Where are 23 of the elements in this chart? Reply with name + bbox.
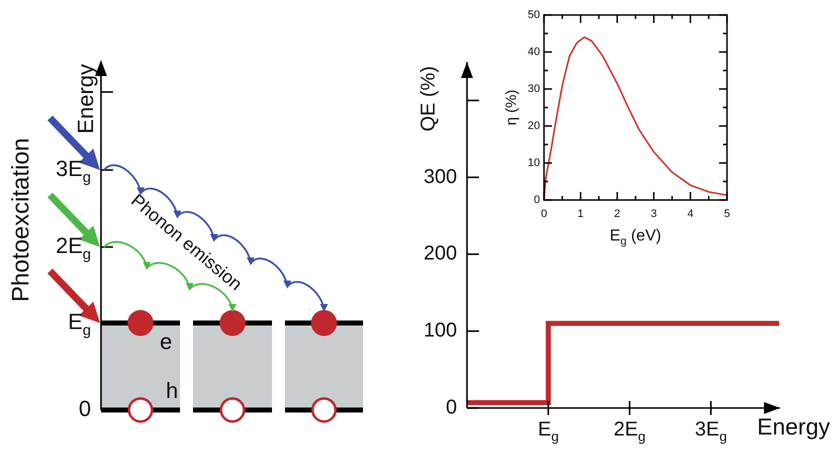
x-tick-label: 5 [724, 208, 730, 220]
y-tick-label: 20 [528, 120, 540, 132]
y-tick-label: 50 [528, 9, 540, 22]
x-tick-label: 2 [614, 208, 620, 220]
text: h [166, 378, 178, 404]
y-axis-title: QE (%) [418, 66, 440, 132]
text: Photoexcitation [8, 138, 35, 302]
y-axis-title: η (%) [503, 90, 520, 126]
y-tick-label: 300 [424, 166, 458, 188]
text: Energy [73, 64, 98, 134]
y-tick-label: 40 [528, 46, 540, 58]
x-axis-title: Energy [757, 413, 830, 440]
y-tick-label: 10 [528, 157, 540, 170]
y-tick-label: 30 [528, 83, 540, 96]
y-tick-label: 0 [446, 396, 457, 419]
text: 0 [78, 396, 92, 422]
x-tick-label: 4 [687, 208, 694, 220]
y-tick-label: 100 [424, 320, 458, 342]
y-tick-label: 0 [534, 194, 540, 206]
y-tick-label: 200 [424, 242, 458, 265]
text: e [160, 329, 172, 354]
x-tick-label: 3 [650, 208, 657, 220]
x-tick-label: 1 [578, 208, 584, 220]
